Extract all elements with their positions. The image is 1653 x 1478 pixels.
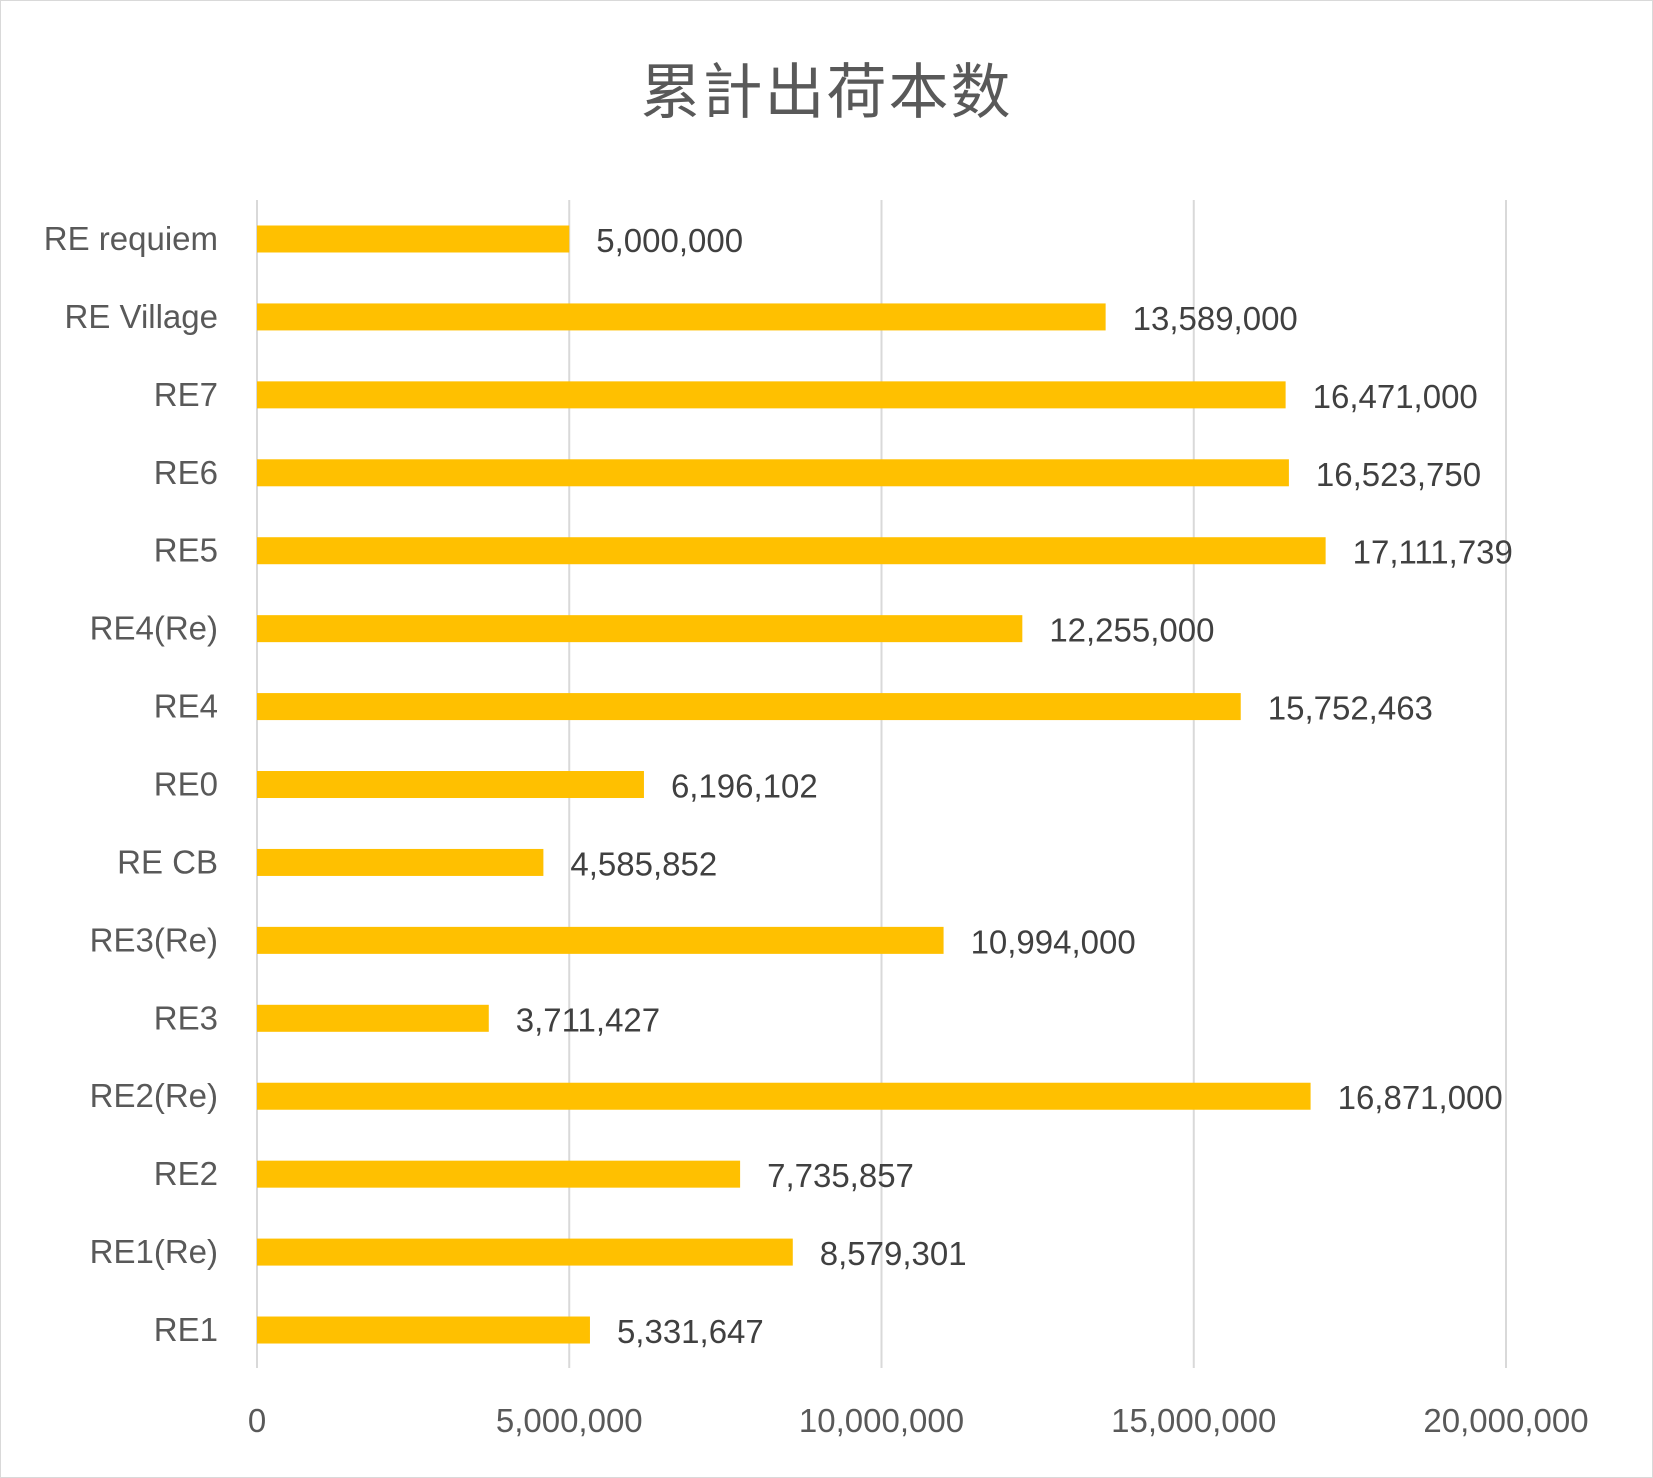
bar <box>257 1160 741 1188</box>
data-label: 13,589,000 <box>1133 300 1298 337</box>
category-label: RE2 <box>154 1155 218 1192</box>
category-label: RE7 <box>154 376 218 413</box>
data-label: 8,579,301 <box>820 1235 967 1272</box>
data-label: 12,255,000 <box>1049 612 1214 649</box>
bar <box>257 1082 1311 1110</box>
bar <box>257 1004 489 1032</box>
bar <box>257 459 1289 487</box>
data-label: 10,994,000 <box>971 923 1136 960</box>
bar <box>257 693 1241 721</box>
category-label: RE1 <box>154 1311 218 1348</box>
chart-title: 累計出荷本数 <box>640 58 1013 128</box>
data-label: 4,585,852 <box>570 845 717 882</box>
category-label: RE4(Re) <box>90 610 218 647</box>
data-label: 16,471,000 <box>1313 378 1478 415</box>
data-label: 3,711,427 <box>516 1001 660 1038</box>
x-tick-label: 15,000,000 <box>1111 1402 1276 1439</box>
bar <box>257 537 1326 565</box>
x-tick-label: 20,000,000 <box>1423 1402 1588 1439</box>
category-label: RE0 <box>154 766 218 803</box>
bars <box>257 225 1326 1344</box>
category-label: RE requiem <box>44 220 218 257</box>
data-label: 17,111,739 <box>1353 534 1513 571</box>
category-label: RE6 <box>154 454 218 491</box>
category-label: RE3(Re) <box>90 921 218 958</box>
bar <box>257 848 544 876</box>
bar <box>257 1238 793 1266</box>
data-label: 5,000,000 <box>596 222 743 259</box>
category-label: RE2(Re) <box>90 1077 218 1114</box>
data-label: 16,523,750 <box>1316 456 1481 493</box>
data-label: 15,752,463 <box>1268 690 1433 727</box>
bar <box>257 225 570 253</box>
bar <box>257 771 644 799</box>
x-tick-label: 10,000,000 <box>799 1402 964 1439</box>
bar <box>257 1316 590 1344</box>
category-label: RE4 <box>154 688 218 725</box>
data-label: 5,331,647 <box>617 1313 764 1350</box>
bar <box>257 926 944 954</box>
data-label: 6,196,102 <box>671 768 818 805</box>
x-tick-label: 5,000,000 <box>496 1402 643 1439</box>
data-label: 16,871,000 <box>1338 1079 1503 1116</box>
bar <box>257 303 1106 331</box>
category-label: RE CB <box>117 843 218 880</box>
category-label: RE Village <box>65 298 218 335</box>
category-label: RE1(Re) <box>90 1233 218 1270</box>
category-label: RE3 <box>154 999 218 1036</box>
bar <box>257 381 1286 409</box>
labels: 0 5,000,000 10,000,000 15,000,000 20,000,000… <box>44 220 1589 1439</box>
bar <box>257 615 1023 643</box>
category-label: RE5 <box>154 532 218 569</box>
x-tick-label: 0 <box>248 1402 266 1439</box>
data-label: 7,735,857 <box>767 1157 914 1194</box>
